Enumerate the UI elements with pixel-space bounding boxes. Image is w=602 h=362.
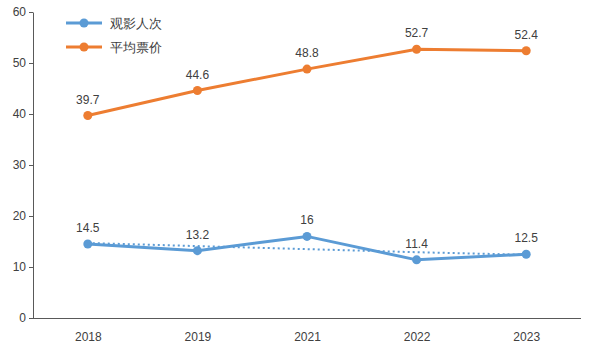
data-label: 52.4 <box>515 28 539 42</box>
point <box>303 65 312 74</box>
x-axis: 2018 2019 2021 2022 2023 <box>33 318 581 344</box>
y-tick: 20 <box>13 209 33 223</box>
x-tick-label: 2018 <box>75 330 102 344</box>
legend-entry: 观影人次 <box>66 16 162 31</box>
point <box>83 111 92 120</box>
data-label: 52.7 <box>405 26 429 40</box>
point <box>83 240 92 249</box>
data-label: 14.5 <box>76 221 100 235</box>
y-tick-mark <box>29 165 33 166</box>
point <box>303 232 312 241</box>
legend-label: 观影人次 <box>110 16 162 31</box>
y-tick: 10 <box>13 260 33 274</box>
x-tick-label: 2022 <box>404 330 431 344</box>
x-tick-label: 2023 <box>513 330 540 344</box>
x-tick: 2019 <box>185 318 212 344</box>
y-tick-mark <box>29 63 33 64</box>
chart: 0 10 20 30 40 50 60 2018 2019 2021 2022 2023 14.5 13.… <box>0 0 602 362</box>
y-tick-label: 30 <box>13 158 27 172</box>
x-tick: 2021 <box>294 318 321 344</box>
data-label: 12.5 <box>515 231 539 245</box>
y-tick: 30 <box>13 158 33 172</box>
y-tick-label: 60 <box>13 5 27 19</box>
y-axis-line <box>33 13 34 319</box>
y-tick: 40 <box>13 107 33 121</box>
y-tick-mark <box>29 318 33 319</box>
y-tick-label: 0 <box>19 311 26 325</box>
y-tick: 60 <box>13 5 33 19</box>
legend-entry: 平均票价 <box>66 40 162 55</box>
point <box>193 86 202 95</box>
x-tick-label: 2019 <box>185 330 212 344</box>
trend-line <box>88 243 526 255</box>
point <box>193 246 202 255</box>
y-tick: 0 <box>19 311 33 325</box>
data-label: 16 <box>300 213 314 227</box>
data-labels: 14.5 13.2 16 11.4 12.5 39.7 44.6 48.8 52.7 52.4 <box>76 26 538 251</box>
data-label: 13.2 <box>186 228 210 242</box>
point <box>522 46 531 55</box>
legend-label: 平均票价 <box>110 40 162 55</box>
point <box>412 255 421 264</box>
y-tick-mark <box>29 12 33 13</box>
y-tick-mark <box>29 114 33 115</box>
y-tick: 50 <box>13 56 33 70</box>
data-label: 44.6 <box>186 68 210 82</box>
x-tick: 2018 <box>75 318 102 344</box>
y-tick-mark <box>29 267 33 268</box>
data-label: 11.4 <box>405 237 428 251</box>
x-axis-line <box>33 318 581 319</box>
y-axis: 0 10 20 30 40 50 60 <box>13 5 34 325</box>
x-tick-label: 2021 <box>294 330 321 344</box>
point <box>412 45 421 54</box>
y-tick-label: 50 <box>13 56 27 70</box>
data-label: 39.7 <box>76 93 100 107</box>
plot-area <box>83 45 530 265</box>
y-tick-label: 10 <box>13 260 27 274</box>
y-tick-label: 40 <box>13 107 27 121</box>
legend-marker <box>80 43 89 52</box>
x-tick: 2022 <box>404 318 431 344</box>
y-tick-mark <box>29 216 33 217</box>
legend-marker <box>80 19 89 28</box>
x-tick: 2023 <box>513 318 540 344</box>
data-label: 48.8 <box>295 46 319 60</box>
legend: 观影人次平均票价 <box>66 16 162 55</box>
y-tick-label: 20 <box>13 209 27 223</box>
